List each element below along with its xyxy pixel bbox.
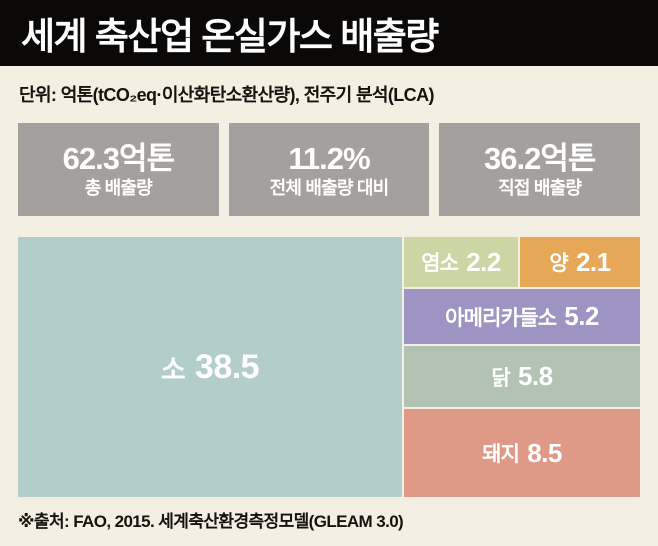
treemap-cell-goat: 염소 2.2: [404, 237, 518, 287]
title-banner: 세계 축산업 온실가스 배출량: [0, 0, 658, 66]
cell-value: 2.2: [466, 246, 501, 277]
cell-label: 돼지: [482, 443, 520, 466]
stat-value: 11.2%: [288, 140, 370, 176]
unit-note: 단위: 억톤(tCO₂eq·이산화탄소환산량), 전주기 분석(LCA): [19, 85, 434, 105]
stat-label: 총 배출량: [84, 177, 153, 198]
treemap-cell-buffalo: 아메리카들소 5.2: [404, 289, 640, 344]
stat-label: 전체 배출량 대비: [269, 177, 390, 198]
cell-value: 8.5: [527, 437, 562, 468]
cell-label: 염소: [421, 252, 459, 275]
source-note: ※출처: FAO, 2015. 세계축산환경측정모델(GLEAM 3.0): [18, 512, 404, 531]
cell-value: 5.2: [564, 301, 599, 331]
stat-box-direct-emissions: 36.2억톤 직접 배출량: [439, 123, 641, 216]
treemap-cell-sheep: 양 2.1: [520, 237, 640, 287]
stat-box-share-of-total: 11.2% 전체 배출량 대비: [228, 123, 430, 216]
stat-value: 62.3억톤: [62, 140, 175, 176]
page-title: 세계 축산업 온실가스 배출량: [21, 16, 439, 57]
cell-label: 소: [160, 354, 186, 385]
cell-label: 양: [549, 252, 568, 275]
stat-value: 36.2억톤: [483, 140, 596, 176]
cell-label: 아메리카들소: [445, 306, 557, 330]
stat-label: 직접 배출량: [498, 177, 582, 198]
treemap-cell-cattle: 소 38.5: [18, 237, 402, 497]
cell-value: 5.8: [517, 361, 553, 391]
treemap-chart: 소 38.5 염소 2.2 양 2.1 아메리카들소 5.2 닭 5.8 돼지 …: [18, 237, 640, 497]
stat-box-total-emissions: 62.3억톤 총 배출량: [18, 123, 219, 216]
cell-value: 2.1: [575, 246, 611, 277]
treemap-cell-pig: 돼지 8.5: [404, 409, 640, 497]
cell-value: 38.5: [194, 347, 260, 386]
cell-label: 닭: [491, 366, 510, 390]
stat-box-row: 62.3억톤 총 배출량 11.2% 전체 배출량 대비 36.2억톤 직접 배…: [18, 123, 641, 216]
treemap-cell-chicken: 닭 5.8: [404, 346, 640, 407]
